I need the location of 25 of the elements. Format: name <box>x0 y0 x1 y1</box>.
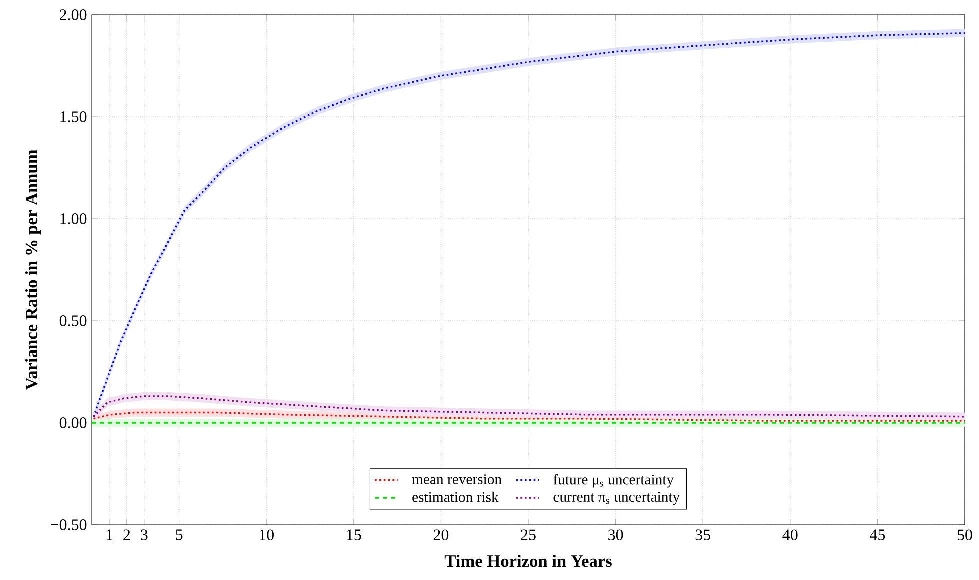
x-tick-label: 2 <box>124 530 130 540</box>
legend-label: mean reversion <box>412 474 502 484</box>
y-tick-label: 2.00 <box>60 10 87 20</box>
y-tick-label: −0.50 <box>51 520 87 530</box>
x-tick-label: 3 <box>141 530 148 540</box>
x-tick-label: 35 <box>696 530 710 540</box>
legend-label: current π$_{s}$ uncertainty <box>554 492 680 506</box>
legend-label: future μ$_{s}$ uncertainty <box>554 474 674 488</box>
y-tick-label: 0.00 <box>60 418 87 428</box>
x-tick-label: 40 <box>782 530 798 540</box>
x-tick-label: 15 <box>347 530 362 540</box>
y-tick-label: 1.00 <box>60 214 87 224</box>
x-tick-label: 25 <box>521 530 536 540</box>
x-tick-label: 50 <box>958 530 972 540</box>
x-tick-label: 10 <box>260 530 274 540</box>
y-axis-title: Variance Ratio in % per Annum <box>25 150 42 390</box>
x-tick-label: 5 <box>176 530 183 540</box>
x-axis-title: Time Horizon in Years <box>444 554 612 568</box>
x-tick-label: 45 <box>870 530 886 540</box>
x-tick-label: 30 <box>608 530 624 540</box>
legend-label: estimation risk <box>412 492 499 502</box>
y-tick-label: 1.50 <box>60 112 87 122</box>
y-tick-label: 0.50 <box>60 316 87 326</box>
x-tick-label: 1 <box>106 530 113 540</box>
x-tick-label: 20 <box>434 530 449 540</box>
